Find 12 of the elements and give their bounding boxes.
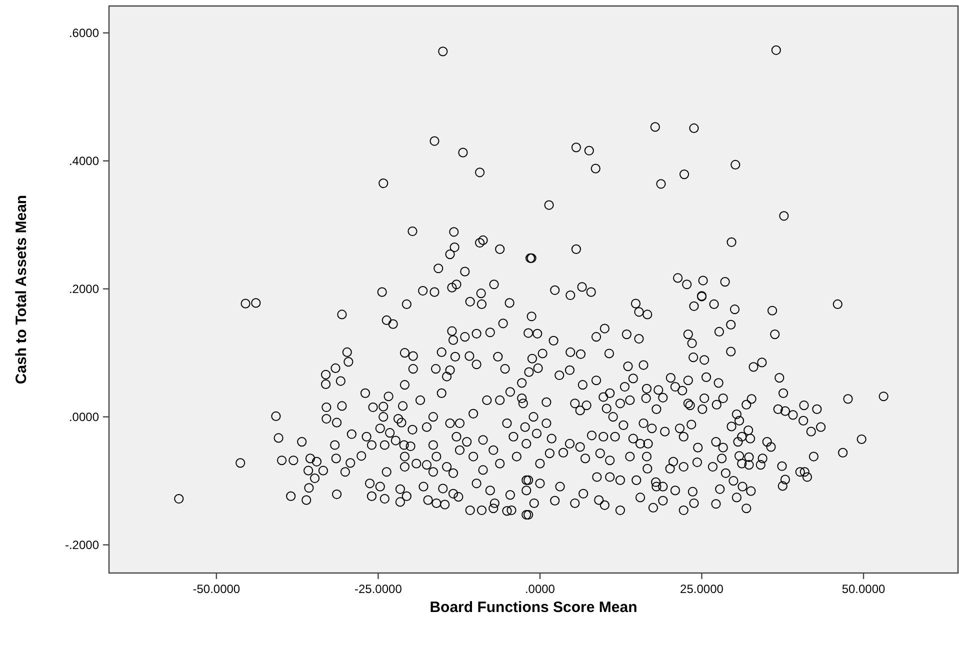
x-tick-label: 50.0000: [842, 582, 886, 596]
y-tick-label: .4000: [68, 154, 100, 168]
y-tick-label: .2000: [68, 282, 100, 296]
y-tick-label: -.2000: [64, 538, 100, 552]
y-tick-label: .0000: [68, 410, 100, 424]
x-tick-label: -50.0000: [192, 582, 240, 596]
x-tick-label: -25.0000: [354, 582, 402, 596]
x-tick-label: .0000: [524, 582, 556, 596]
y-tick-label: .6000: [68, 26, 100, 40]
y-axis-title: Cash to Total Assets Mean: [13, 194, 30, 384]
x-tick-label: 25.0000: [680, 582, 724, 596]
x-axis-title: Board Functions Score Mean: [430, 599, 638, 616]
